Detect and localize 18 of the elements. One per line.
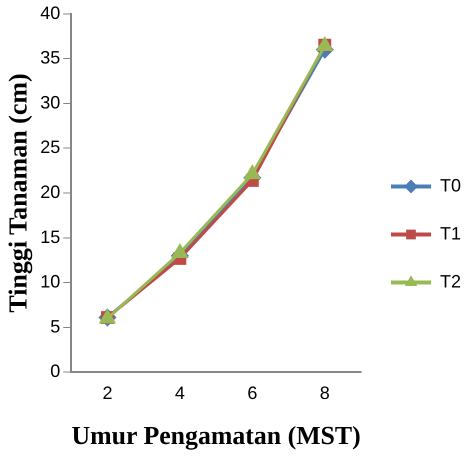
- x-tick-label: 8: [320, 382, 330, 403]
- x-tick-label: 6: [247, 382, 258, 403]
- y-tick-label: 20: [40, 182, 60, 202]
- y-tick-label: 10: [40, 272, 60, 292]
- x-axis-title: Umur Pengamatan (MST): [71, 421, 361, 450]
- legend-label: T0: [440, 175, 462, 196]
- y-axis-title: Tinggi Tanaman (cm): [3, 73, 32, 313]
- x-tick-label: 2: [102, 382, 112, 403]
- x-tick-label: 4: [174, 382, 185, 403]
- legend-label: T1: [440, 223, 462, 244]
- y-tick-label: 40: [40, 2, 60, 23]
- legend-label: T2: [440, 271, 462, 292]
- y-tick-label: 0: [50, 361, 60, 382]
- y-tick-label: 5: [50, 316, 60, 336]
- y-tick-label: 15: [40, 226, 60, 247]
- y-tick-label: 30: [40, 92, 60, 112]
- y-tick-label: 25: [40, 137, 60, 158]
- y-tick-label: 35: [40, 48, 60, 68]
